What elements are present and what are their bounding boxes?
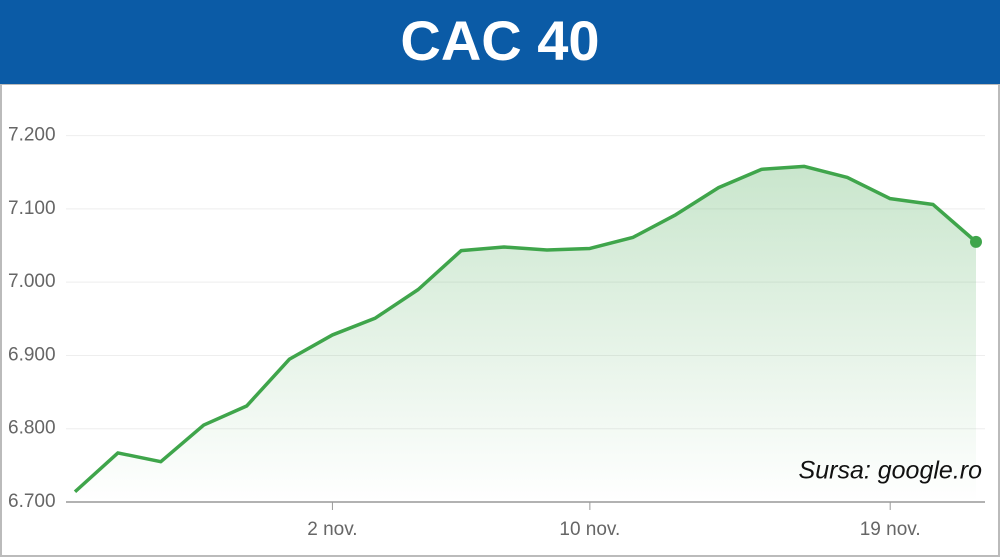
area [75, 166, 976, 503]
y-tick-label: 6.900 [8, 344, 56, 365]
line [73, 164, 978, 494]
x-tick-label: 2 nov. [307, 519, 357, 540]
y-tick-label: 7.200 [8, 125, 56, 146]
y-tick-label: 6.700 [8, 491, 56, 512]
chart-title: CAC 40 [400, 9, 599, 72]
source: Sursa: google.ro [799, 457, 983, 485]
y-tick-label: 7.000 [8, 271, 56, 292]
x-tick-label: 19 nov. [860, 519, 921, 540]
y-tick-label: 6.800 [8, 418, 56, 439]
x-tick-label: 10 nov. [559, 519, 620, 540]
y-tick-label: 7.100 [8, 198, 56, 219]
end-point [970, 235, 982, 248]
title-banner [0, 0, 1000, 84]
